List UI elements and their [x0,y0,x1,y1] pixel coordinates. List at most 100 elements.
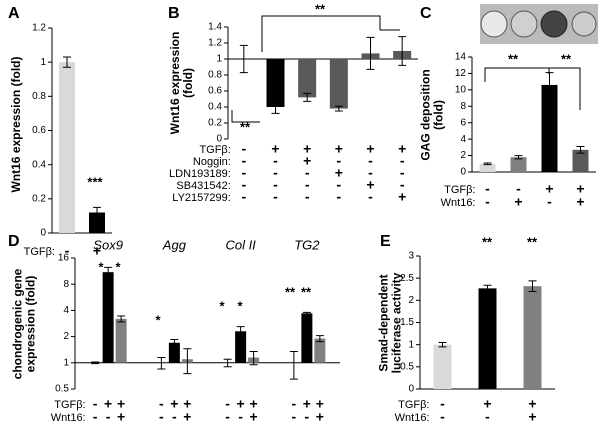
y-tick-label: 4 [460,134,466,145]
condition-sign: + [335,165,343,181]
annotation: ** [301,284,312,299]
bar [541,84,558,172]
condition-sign: + [93,243,101,259]
condition-sign: - [305,409,310,425]
bar [572,149,589,172]
condition-sign: - [241,141,246,157]
condition-sign: + [398,141,406,157]
condition-sign: - [292,396,297,412]
y-tick-label: 16 [58,253,70,264]
condition-label: Wnt16: [441,197,476,209]
condition-sign: - [516,181,521,197]
condition-sign: - [368,153,373,169]
bar [102,272,114,363]
condition-sign: - [241,189,246,205]
condition-label: LY2157299: [172,192,231,204]
panel-label: E [380,233,391,250]
condition-sign: - [273,153,278,169]
error-bar [483,284,492,292]
category-label: Agg [162,237,187,252]
y-tick-label: 0.2 [32,193,46,204]
annotation: ** [240,119,251,134]
annotation: ** [527,234,538,249]
condition-sign: - [547,194,552,210]
annotation: * [115,259,121,274]
bar [523,286,542,389]
condition-sign: - [241,165,246,181]
error-bar [303,92,312,102]
condition-sign: + [237,396,245,412]
y-tick-label: 0 [216,134,222,145]
error-bar [157,357,166,370]
bar [329,59,348,109]
condition-sign: - [336,177,341,193]
condition-sign: - [485,194,490,210]
condition-sign: - [225,396,230,412]
error-bar [183,348,192,375]
y-tick-label: 8 [63,279,69,290]
error-bar [170,339,179,347]
y-tick-label: 0.4 [208,102,222,113]
condition-sign: - [400,177,405,193]
error-bar [334,105,343,112]
y-tick-label: 0.8 [32,91,46,102]
error-bar [63,56,71,68]
y-axis-label: Smad-dependent luciferase activity [376,272,403,373]
error-bar [93,206,101,219]
y-tick-label: 1.4 [208,22,222,33]
bar [301,313,313,363]
condition-sign: - [273,189,278,205]
error-bar [104,266,113,279]
bracket [231,110,260,123]
y-tick-label: 10 [455,84,467,95]
error-bar [236,326,245,338]
condition-sign: - [273,165,278,181]
bracket [549,67,581,110]
condition-label: LDN193189: [169,168,231,180]
condition-sign: + [316,409,324,425]
condition-sign: - [305,177,310,193]
condition-sign: - [485,181,490,197]
condition-sign: - [336,153,341,169]
annotation: *** [87,174,103,189]
condition-label: Wnt16: [51,412,86,424]
error-bar [514,155,523,160]
error-bar [223,358,232,368]
error-bar [366,36,375,70]
condition-sign: - [400,153,405,169]
y-axis-label: Wnt16 expression (fold) [168,31,195,135]
y-axis-label: Wnt16 expression (fold) [8,56,23,193]
annotation: ** [315,1,326,16]
condition-sign: - [241,177,246,193]
condition-sign: + [514,194,522,210]
bar [510,157,527,172]
condition-sign: - [273,177,278,193]
condition-sign: - [225,409,230,425]
bar [433,344,452,389]
condition-sign: + [250,409,258,425]
bar [235,331,247,363]
annotation: ** [508,51,519,66]
condition-label: Noggin: [193,156,231,168]
condition-sign: - [440,396,445,412]
condition-sign: + [271,141,279,157]
condition-sign: - [368,165,373,181]
y-tick-label: 0.5 [400,361,414,372]
y-tick-label: 8 [460,101,466,112]
annotation: * [155,312,161,327]
y-tick-label: 0.8 [208,70,222,81]
condition-sign: - [238,409,243,425]
condition-sign: + [303,153,311,169]
condition-sign: - [93,409,98,425]
condition-sign: - [400,165,405,181]
condition-sign: - [106,409,111,425]
well [510,10,538,38]
condition-label: TGFβ: [398,399,429,411]
panel-label: C [420,5,432,22]
condition-label: TGFβ: [444,184,475,196]
bracket [484,67,550,82]
error-bar [271,100,280,114]
bar [314,338,326,363]
annotation: * [219,298,225,313]
